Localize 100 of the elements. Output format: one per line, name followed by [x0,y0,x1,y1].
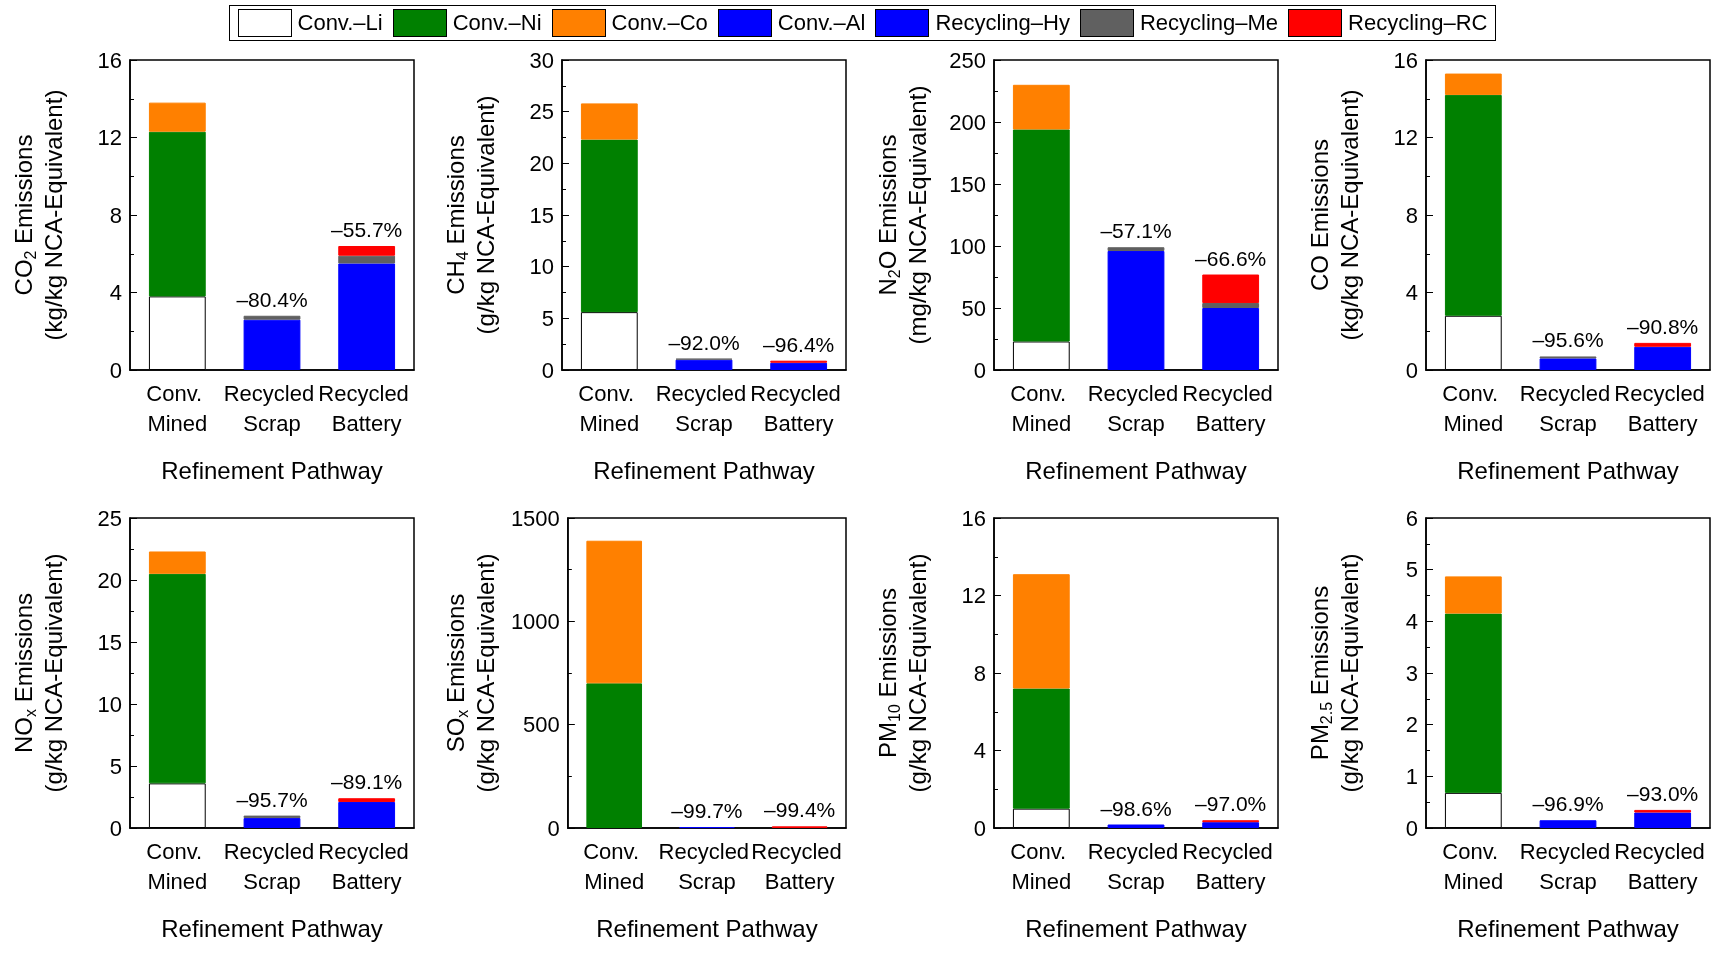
y-tick-label: 5 [1405,557,1418,583]
bar [243,818,301,828]
annotation: –96.4% [763,332,835,356]
y-tick-label: 8 [973,660,986,686]
legend-label: Recycling–Me [1139,10,1279,36]
bar [1107,247,1165,251]
bar [1634,812,1692,828]
y-tick-label: 0 [1405,357,1418,383]
bar [580,139,638,313]
annotation: –99.7% [671,799,743,823]
annotation: –99.4% [764,798,836,822]
annotation: –90.8% [1627,314,1699,338]
bar [338,801,396,828]
x-tick-label: Recycled Battery [318,380,415,436]
x-tick-label: Conv. Mined [146,838,209,894]
annotation: –89.1% [331,770,403,794]
y-tick-label: 3 [1405,660,1418,686]
y-tick-label: 12 [961,583,986,608]
y-tick-label: 20 [97,567,122,593]
bar [770,362,828,370]
y-axis-title: CO Emissions (kg/kg NCA-Equivalent) [1305,89,1363,341]
y-tick-label: 8 [1405,202,1418,228]
y-tick-label: 4 [973,738,986,763]
y-tick-label: 0 [109,815,122,841]
y-tick-label: 10 [97,691,122,717]
y-tick-label: 5 [109,753,122,779]
bar [1107,250,1165,370]
y-tick-label: 15 [97,629,122,655]
annotation: –55.7% [331,218,403,241]
bar [148,573,206,784]
bar [338,255,396,264]
bar [1444,73,1502,95]
x-axis-title: Refinement Pathway [161,914,383,942]
bar [1634,346,1692,370]
y-tick-label: 1500 [510,505,560,531]
y-tick-label: 25 [529,99,554,125]
legend-label: Recycling–RC [1348,10,1488,36]
bar [338,246,396,256]
y-tick-label: 10 [529,254,554,280]
x-tick-label: Conv. Mined [1442,838,1505,894]
y-tick-label: 0 [541,357,554,383]
y-tick-label: 15 [529,202,554,228]
x-tick-label: Conv. Mined [146,380,209,436]
annotation: –80.4% [236,287,308,311]
y-tick-label: 0 [547,815,560,841]
legend-label: Conv.–Li [297,10,383,36]
x-tick-label: Recycled Battery [1614,380,1711,436]
y-tick-label: 16 [961,505,986,531]
x-tick-label: Recycled Battery [1182,838,1279,894]
bar [675,359,733,370]
y-tick-label: 4 [1405,280,1418,305]
x-tick-label: Conv. Mined [578,380,641,436]
x-tick-label: Recycled Scrap [1519,380,1617,436]
x-tick-label: Recycled Scrap [655,380,753,436]
y-tick-label: 8 [109,202,122,228]
bar [1202,274,1260,304]
bar [1444,94,1502,316]
x-axis-title: Refinement Pathway [593,456,815,484]
bar [1539,358,1597,370]
y-tick-label: 0 [109,357,122,383]
bar [243,315,301,320]
bar [1444,576,1502,614]
y-tick-label: 200 [949,109,986,135]
y-tick-label: 0 [973,815,986,841]
y-tick-label: 500 [523,712,560,738]
x-axis-title: Refinement Pathway [1025,914,1247,942]
x-tick-label: Conv. Mined [1442,380,1505,436]
bar [1107,824,1165,828]
x-axis-title: Refinement Pathway [1457,456,1679,484]
annotation: –66.6% [1195,246,1267,270]
y-tick-label: 4 [109,280,122,305]
legend-label: Conv.–Co [611,10,708,36]
x-tick-label: Recycled Battery [750,380,847,436]
x-tick-label: Recycled Scrap [1087,380,1185,436]
x-tick-label: Recycled Battery [751,838,848,894]
x-axis-title: Refinement Pathway [1457,914,1679,942]
y-tick-label: 20 [529,150,554,176]
x-tick-label: Conv. Mined [1010,380,1073,436]
x-tick-label: Recycled Scrap [658,838,750,894]
bar [1539,820,1597,828]
annotation: –97.0% [1195,792,1267,816]
x-tick-label: Recycled Scrap [1087,838,1185,894]
bar [338,263,396,370]
x-tick-label: Conv. Mined [583,838,646,894]
annotation: –92.0% [668,330,740,354]
y-tick-label: 1 [1405,763,1418,789]
y-tick-label: 0 [1405,815,1418,841]
y-tick-label: 50 [961,295,986,321]
bar [243,319,301,370]
annotation: –57.1% [1100,219,1172,243]
bar [1202,308,1260,370]
bar [1634,342,1692,347]
x-tick-label: Recycled Scrap [1519,838,1617,894]
bar [1012,84,1070,130]
y-tick-label: 100 [949,233,986,259]
y-tick-label: 25 [97,505,122,531]
y-tick-label: 4 [1405,608,1418,634]
x-axis-title: Refinement Pathway [161,456,383,484]
x-tick-label: Recycled Battery [1614,838,1711,894]
y-tick-label: 30 [529,47,554,73]
